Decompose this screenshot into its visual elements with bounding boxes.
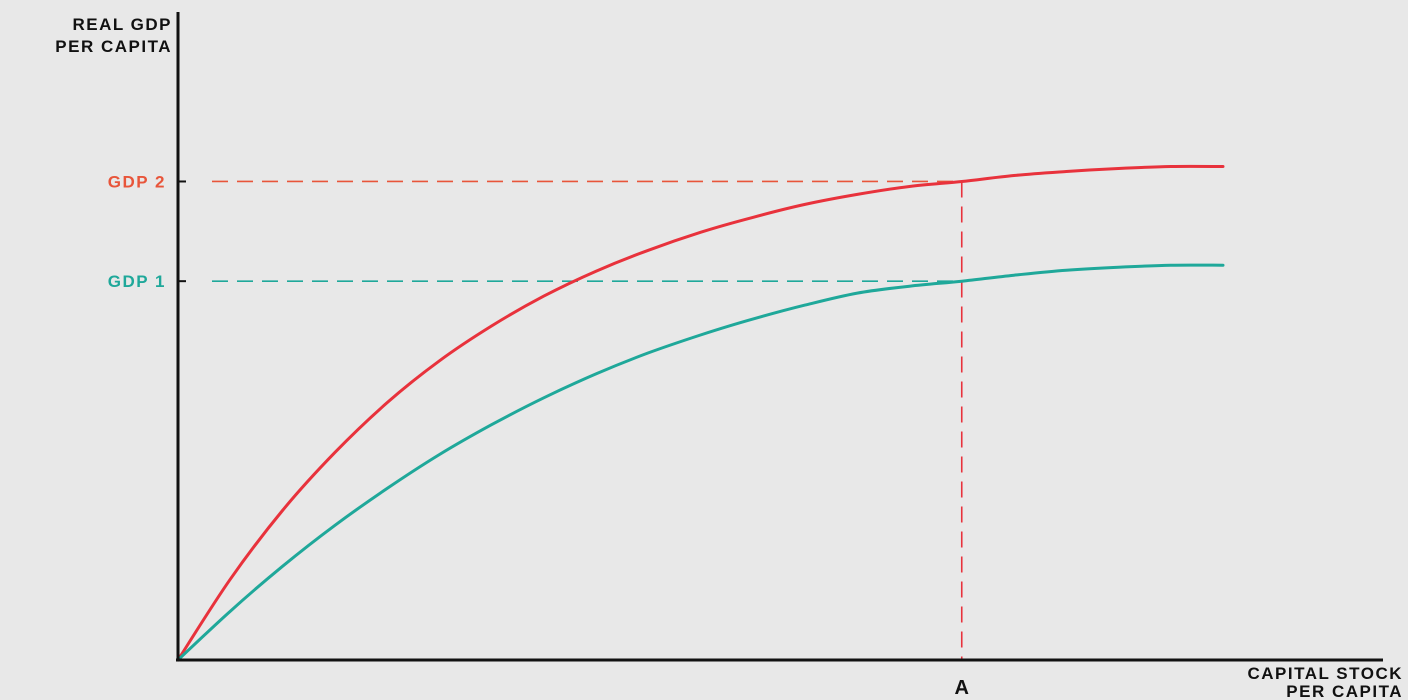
y-tick-label-2: GDP 1: [108, 272, 166, 291]
x-axis-label-line-1: CAPITAL STOCK: [1247, 664, 1403, 683]
y-axis-label-line-2: PER CAPITA: [55, 37, 172, 56]
y-axis-label-line-1: REAL GDP: [72, 15, 172, 34]
series-line-1: [176, 164, 1225, 662]
series-line-2: [176, 263, 1225, 662]
y-tick-label-1: GDP 2: [108, 172, 166, 191]
x-axis-label-line-2: PER CAPITA: [1286, 682, 1403, 700]
reference-lines: [178, 180, 963, 660]
x-marker-label: A: [955, 677, 969, 699]
tick-labels: GDP 2 GDP 1 A: [108, 172, 969, 699]
series-layer: [176, 164, 1225, 662]
